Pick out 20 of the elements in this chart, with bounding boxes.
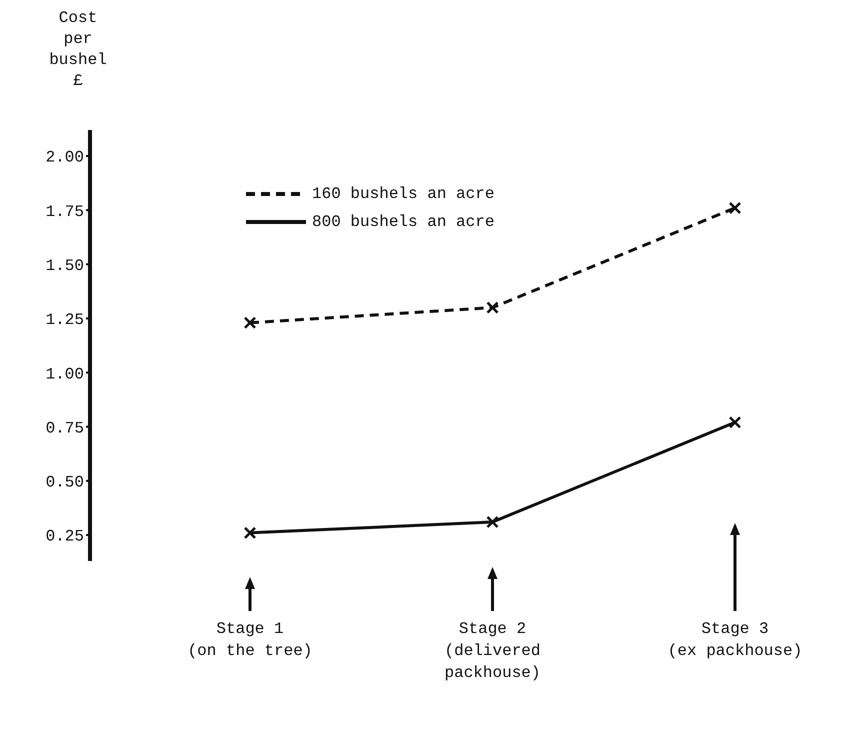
y-tick-label: 0.25 bbox=[46, 528, 84, 546]
point bbox=[244, 316, 256, 330]
y-tick-label: 0.50 bbox=[46, 474, 84, 492]
point bbox=[728, 202, 742, 214]
point bbox=[728, 416, 742, 429]
legend-label: 160 bushels an acre bbox=[312, 185, 494, 203]
y-tick-label: 1.00 bbox=[46, 365, 84, 384]
x-tick-label: Stage 2 (delivered packhouse) bbox=[444, 620, 541, 682]
point bbox=[486, 301, 499, 314]
point bbox=[486, 516, 499, 528]
y-tick-label: 1.75 bbox=[46, 202, 84, 221]
x-tick-label: Stage 3 (ex packhouse) bbox=[668, 620, 802, 660]
point bbox=[244, 526, 256, 540]
y-tick-label: 2.00 bbox=[46, 148, 84, 167]
x-tick-label: Stage 1 (on the tree) bbox=[188, 620, 312, 660]
y-axis-title: Cost per bushel £ bbox=[49, 9, 107, 90]
y-tick-label: 1.25 bbox=[46, 311, 84, 330]
legend-label: 800 bushels an acre bbox=[312, 213, 494, 231]
y-tick-label: 1.50 bbox=[46, 256, 84, 275]
y-tick-label: 0.75 bbox=[46, 419, 84, 438]
